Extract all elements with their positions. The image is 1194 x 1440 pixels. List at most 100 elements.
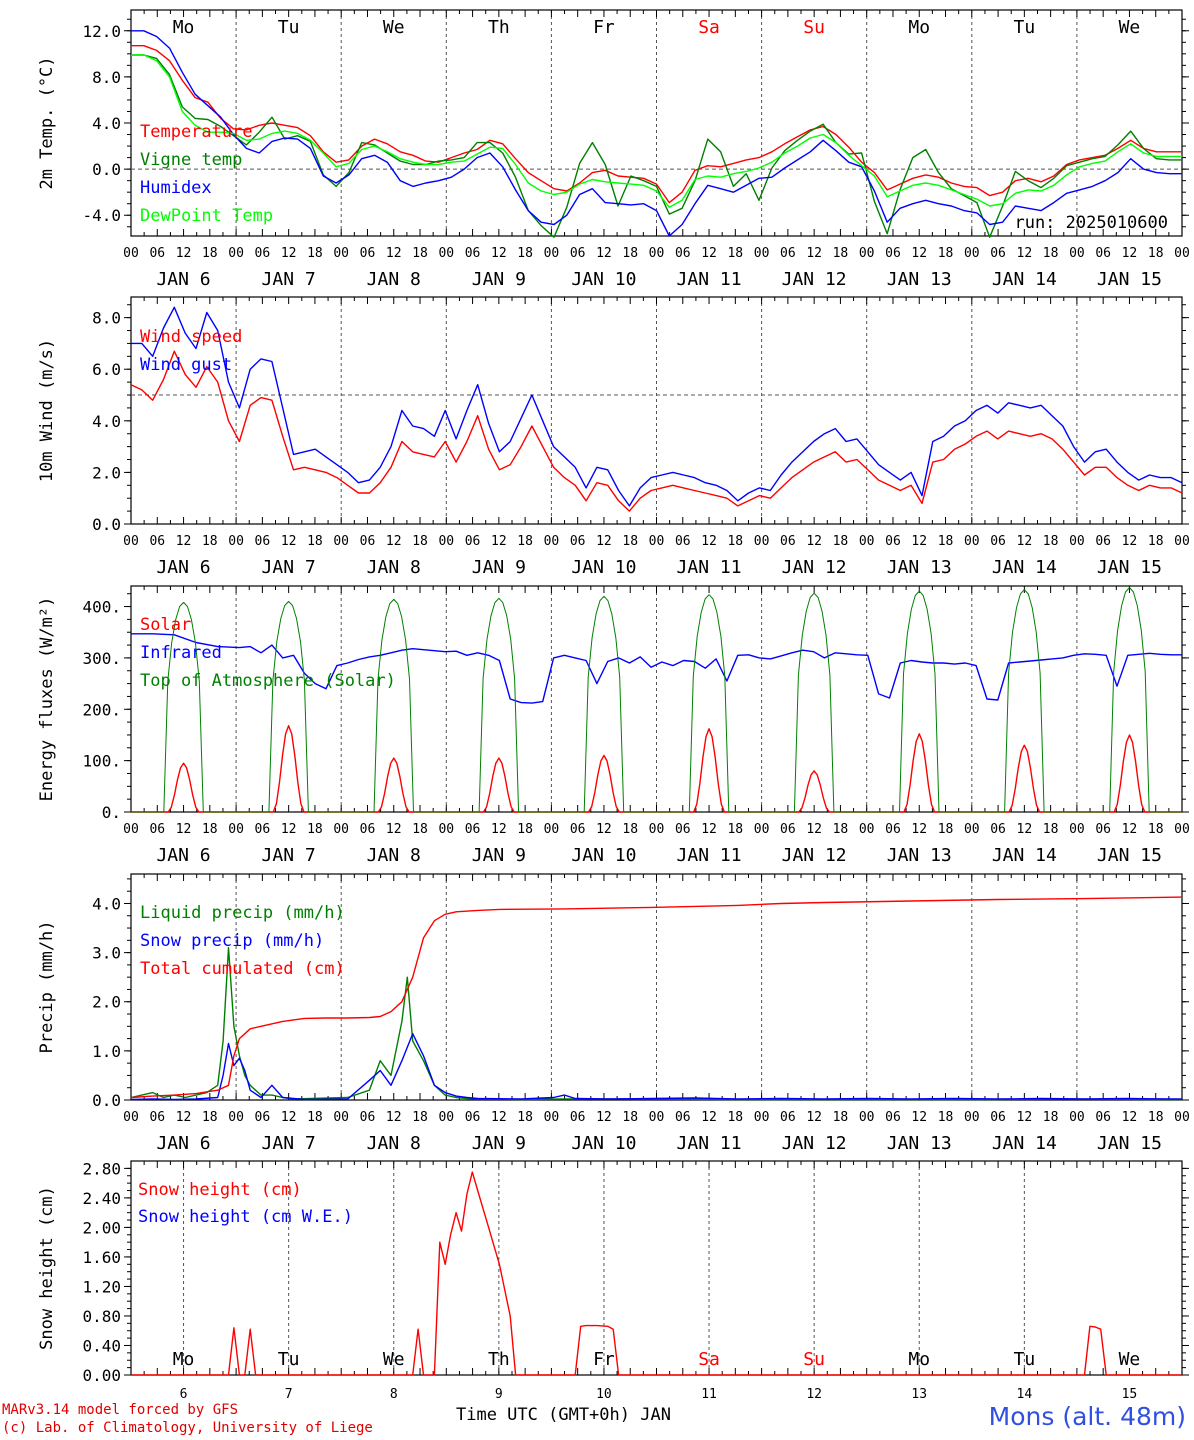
- hour-tick-label: 12: [806, 822, 822, 837]
- hour-tick-label: 12: [701, 534, 717, 549]
- date-label: JAN 12: [782, 845, 847, 866]
- hour-tick-label: 12: [176, 534, 192, 549]
- y-tick-label: 12.0: [82, 22, 121, 41]
- hour-tick-label: 06: [1095, 246, 1111, 261]
- day-name: Sa: [698, 1349, 720, 1370]
- hour-tick-label: 06: [1095, 1110, 1111, 1125]
- day-name: Fr: [593, 17, 615, 38]
- date-label: JAN 13: [887, 845, 952, 866]
- date-label: JAN 6: [156, 1133, 210, 1154]
- hour-tick-label: 06: [465, 822, 481, 837]
- hour-tick-label: 00: [333, 1110, 349, 1125]
- hour-tick-label: 12: [386, 1110, 402, 1125]
- series-line: [131, 587, 1182, 813]
- date-label: JAN 8: [367, 557, 421, 578]
- date-label: JAN 6: [156, 269, 210, 290]
- date-label: JAN 8: [367, 1133, 421, 1154]
- hour-tick-label: 18: [307, 1110, 323, 1125]
- hour-tick-label: 06: [149, 534, 165, 549]
- y-tick-label: 1.0: [92, 1042, 121, 1061]
- hour-tick-label: 06: [570, 246, 586, 261]
- hour-tick-label: 00: [544, 246, 560, 261]
- panel-3: 400. 300. 200. 100. 0. Energy fluxes (W/m²) So…: [37, 585, 1190, 866]
- hour-tick-label: 00: [544, 822, 560, 837]
- y-tick-label: 8.0: [92, 309, 121, 328]
- hour-tick-label: 12: [386, 246, 402, 261]
- hour-tick-label: 00: [649, 246, 665, 261]
- hour-tick-label: 12: [1122, 822, 1138, 837]
- hour-tick-label: 18: [727, 246, 743, 261]
- hour-tick-label: 06: [360, 246, 376, 261]
- legend-entry: Snow height (cm): [138, 1180, 302, 1200]
- hour-tick-label: 06: [255, 822, 271, 837]
- day-name: Th: [488, 1349, 510, 1370]
- panel-4: 4.0 3.0 2.0 1.0 0.0 Precip (mm/h) Liquid preci…: [37, 873, 1190, 1154]
- day-number: 10: [596, 1387, 612, 1400]
- hour-tick-label: 12: [176, 1110, 192, 1125]
- date-label: JAN 15: [1097, 269, 1162, 290]
- hour-tick-label: 18: [202, 1110, 218, 1125]
- hour-tick-label: 18: [833, 1110, 849, 1125]
- y-tick-label: 1.20: [82, 1277, 121, 1296]
- y-tick-label: -4.0: [82, 206, 121, 225]
- y-tick-label: 0.0: [92, 1091, 121, 1110]
- date-label: JAN 14: [992, 845, 1057, 866]
- day-number: 11: [701, 1387, 717, 1400]
- hour-tick-label: 00: [438, 534, 454, 549]
- day-number: 9: [495, 1387, 503, 1400]
- date-label: JAN 7: [262, 845, 316, 866]
- series-line: [130, 350, 1183, 512]
- day-name: Tu: [1014, 1349, 1036, 1370]
- date-label: JAN 9: [472, 557, 526, 578]
- hour-tick-label: 12: [1122, 534, 1138, 549]
- hour-tick-label: 18: [517, 1110, 533, 1125]
- hour-tick-label: 18: [938, 534, 954, 549]
- date-label: JAN 13: [887, 557, 952, 578]
- hour-tick-label: 12: [281, 246, 297, 261]
- meteogram: 12.0 8.0 4.0 0.0 -4.0 2m Temp. (°C) Temperatur…: [37, 9, 1190, 1400]
- hour-tick-label: 12: [806, 246, 822, 261]
- hour-tick-label: 12: [491, 534, 507, 549]
- legend-entry: Wind gust: [140, 355, 232, 375]
- legend-entry: Top of Atmosphere (Solar): [140, 671, 396, 691]
- series-line: [131, 54, 1182, 238]
- hour-tick-label: 06: [1095, 534, 1111, 549]
- day-name: Mo: [173, 17, 195, 38]
- date-label: JAN 15: [1097, 845, 1162, 866]
- date-label: JAN 10: [571, 1133, 636, 1154]
- date-label: JAN 7: [262, 269, 316, 290]
- y-axis-label: Energy fluxes (W/m²): [37, 597, 57, 802]
- hour-tick-label: 06: [149, 246, 165, 261]
- day-number: 14: [1017, 1387, 1033, 1400]
- date-label: JAN 10: [571, 557, 636, 578]
- day-name: Su: [803, 17, 825, 38]
- hour-tick-label: 18: [202, 246, 218, 261]
- y-tick-label: 0.0: [92, 515, 121, 534]
- hour-tick-label: 00: [859, 534, 875, 549]
- hour-tick-label: 12: [491, 1110, 507, 1125]
- date-label: JAN 8: [367, 845, 421, 866]
- series-line: [131, 306, 1183, 507]
- legend-entry: Wind speed: [140, 327, 242, 347]
- series-line: [130, 896, 1183, 1099]
- legend-entry: Liquid precip (mm/h): [140, 903, 345, 923]
- hour-tick-label: 06: [360, 822, 376, 837]
- legend-entry: Humidex: [140, 178, 212, 198]
- series-line: [131, 54, 1182, 208]
- hour-tick-label: 00: [228, 246, 244, 261]
- day-name: Th: [488, 17, 510, 38]
- date-label: JAN 8: [367, 269, 421, 290]
- hour-tick-label: 06: [990, 246, 1006, 261]
- series-line: [131, 45, 1182, 204]
- hour-tick-label: 12: [386, 534, 402, 549]
- hour-tick-label: 12: [596, 534, 612, 549]
- hour-tick-label: 00: [754, 534, 770, 549]
- hour-tick-label: 00: [333, 246, 349, 261]
- hour-tick-label: 00: [649, 822, 665, 837]
- hour-tick-label: 12: [596, 1110, 612, 1125]
- credit-model: MARv3.14 model forced by GFS: [2, 1402, 239, 1418]
- date-label: JAN 14: [992, 269, 1057, 290]
- hour-tick-label: 06: [780, 1110, 796, 1125]
- hour-tick-label: 06: [360, 534, 376, 549]
- hour-tick-label: 00: [964, 534, 980, 549]
